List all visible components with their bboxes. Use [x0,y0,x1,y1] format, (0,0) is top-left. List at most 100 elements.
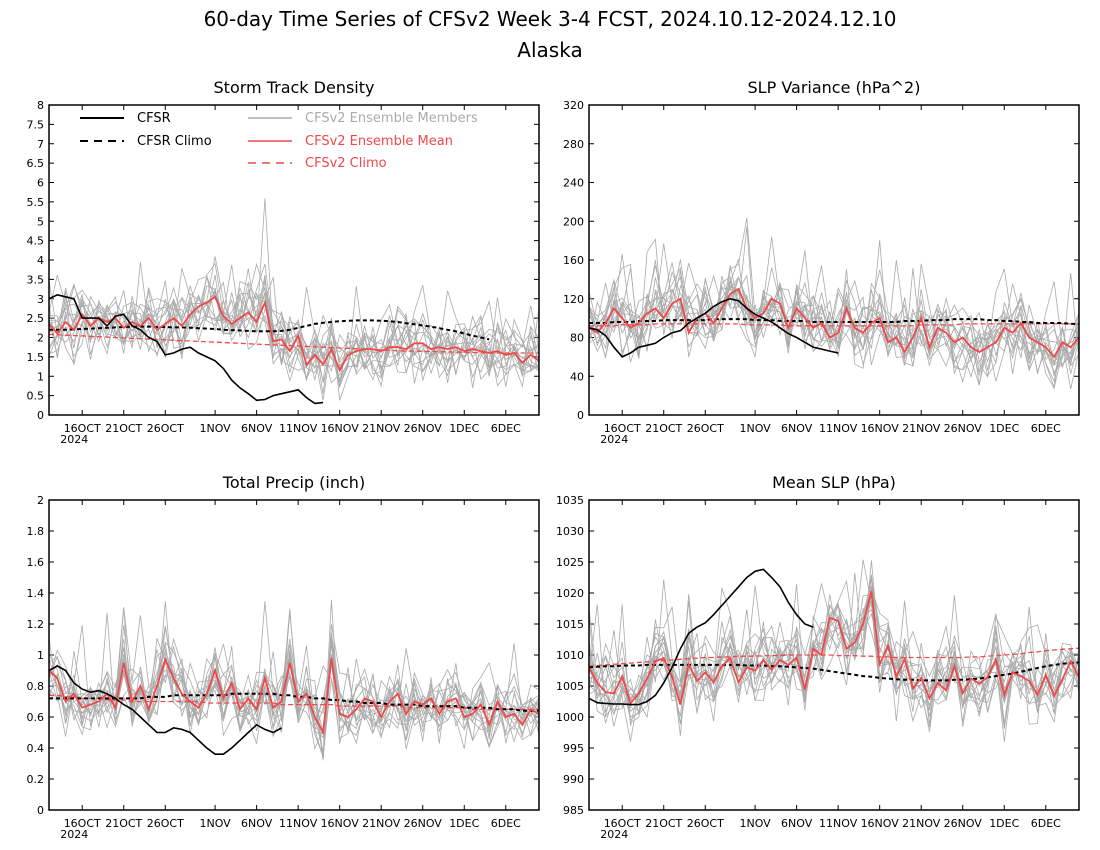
x-tick-label: 21OCT [105,422,142,435]
legend-item: CFSv2 Ensemble Mean [248,134,453,149]
y-tick-label: 120 [563,293,584,306]
y-tick-label: 2 [37,332,44,345]
legend-label: CFSR [137,111,171,126]
ensemble-member-line [49,274,539,388]
x-tick-label: 26NOV [944,817,983,830]
y-tick-label: 1.6 [27,556,45,569]
plot-frame [48,104,540,416]
panel-title: Mean SLP (hPa) [772,473,896,492]
x-tick-label: 6NOV [241,817,273,830]
y-tick-label: 6 [37,177,44,190]
y-tick-label: 1000 [556,711,584,724]
y-tick-label: 0.2 [27,773,45,786]
legend-label: CFSR Climo [137,134,212,149]
ensemble-member-line [49,268,539,381]
x-tick-year: 2024 [600,433,628,446]
x-tick-label: 21OCT [645,422,682,435]
plot-area [49,198,539,405]
y-tick-label: 0.6 [27,711,45,724]
ensemble-mean-line [49,295,539,373]
y-tick-label: 0.8 [27,680,45,693]
x-tick-label: 6NOV [781,817,813,830]
y-tick-label: 1015 [556,618,584,631]
x-tick-label: 16OCT [64,422,101,435]
x-tick-label: 26OCT [147,817,184,830]
y-tick-label: 320 [563,99,584,112]
legend-item: CFSR Climo [80,134,212,149]
y-tick-label: 0 [37,804,44,817]
x-tick-label: 16OCT [604,817,641,830]
cfsr-line [49,664,282,756]
cfsv2-climo-line [589,323,1079,327]
x-tick-label: 21NOV [902,817,941,830]
y-tick-label: 7 [37,138,44,151]
cfsr-climo-line [589,318,1079,325]
x-tick-label: 1DEC [989,422,1019,435]
y-tick-label: 1.5 [27,351,45,364]
x-tick-label: 6DEC [1031,422,1061,435]
x-tick-label: 6DEC [1031,817,1061,830]
y-tick-label: 160 [563,254,584,267]
y-tick-label: 995 [563,742,584,755]
y-tick-label: 1.8 [27,525,45,538]
x-tick-label: 1NOV [739,817,771,830]
plot-area [589,559,1079,742]
y-tick-label: 1025 [556,556,584,569]
x-tick-label: 26NOV [944,422,983,435]
y-tick-label: 4.5 [27,235,45,248]
cfsv2-climo-line [589,647,1079,667]
y-tick-label: 1.4 [27,587,45,600]
ensemble-member-line [589,287,1079,367]
cfsr-line [589,297,839,358]
y-tick-label: 0 [37,409,44,422]
x-tick-label: 1NOV [199,422,231,435]
x-tick-label: 16OCT [64,817,101,830]
plot-area [49,599,539,761]
y-tick-label: 1030 [556,525,584,538]
x-tick-label: 6NOV [241,422,273,435]
cfsv2-climo-line [49,333,539,354]
x-tick-label: 26OCT [687,817,724,830]
legend-item: CFSv2 Ensemble Members [248,111,478,126]
x-tick-label: 6DEC [491,422,521,435]
y-tick-label: 3.5 [27,273,45,286]
x-tick-label: 26OCT [147,422,184,435]
x-tick-label: 11NOV [819,422,858,435]
plot-frame [588,104,1080,416]
y-tick-label: 1010 [556,649,584,662]
legend-item: CFSv2 Climo [248,156,387,171]
plot-frame [588,499,1080,811]
y-tick-label: 5 [37,215,44,228]
cfsr-climo-line [49,692,539,712]
cfsr-line [589,568,814,706]
panel-total-precip: Total Precip (inch) 0 0.2 0.4 0.6 0.8 1 1.2 1.4 1… [27,473,540,841]
x-tick-label: 1NOV [739,422,771,435]
figure-title: 60-day Time Series of CFSv2 Week 3-4 FCS… [204,7,897,31]
ensemble-member-line [589,236,1079,390]
ensemble-member-line [49,607,539,739]
ensemble-member-line [49,643,539,741]
x-tick-label: 6DEC [491,817,521,830]
x-tick-label: 11NOV [279,422,318,435]
y-tick-label: 1020 [556,587,584,600]
x-tick-label: 16OCT [604,422,641,435]
x-tick-label: 26NOV [404,422,443,435]
x-tick-year: 2024 [60,828,88,841]
figure-subtitle: Alaska [517,38,582,62]
ensemble-member-line [49,268,539,383]
legend: CFSR CFSR Climo CFSv2 Ensemble Members CFSv… [80,111,478,171]
ensemble-member-line [589,579,1079,725]
x-tick-label: 6NOV [781,422,813,435]
cfsr-climo-line [589,661,1079,682]
y-tick-label: 5.5 [27,196,45,209]
legend-label: CFSv2 Ensemble Mean [305,134,453,149]
y-tick-label: 240 [563,177,584,190]
y-tick-label: 0.5 [27,390,45,403]
x-tick-label: 21OCT [105,817,142,830]
legend-label: CFSv2 Climo [305,156,387,171]
x-tick-label: 11NOV [279,817,318,830]
cfsr-line [49,294,324,405]
y-tick-label: 2.5 [27,312,45,325]
x-tick-label: 21NOV [362,422,401,435]
y-tick-label: 2 [37,494,44,507]
